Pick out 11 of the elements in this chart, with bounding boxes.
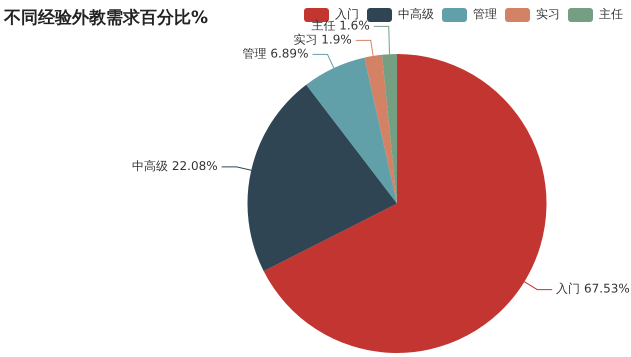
data-label: 入门 67.53%	[556, 282, 630, 296]
legend-label: 实习	[536, 7, 560, 22]
data-label: 实习 1.9%	[293, 32, 352, 47]
data-label: 管理 6.89%	[242, 46, 308, 61]
legend-label: 中高级	[398, 7, 434, 22]
legend-label: 管理	[473, 7, 497, 22]
legend-label: 入门	[335, 7, 359, 22]
data-label: 中高级 22.08%	[132, 159, 218, 174]
chart-title: 不同经验外教需求百分比%	[4, 7, 208, 29]
data-label: 主任 1.6%	[311, 18, 370, 33]
legend-label: 主任	[599, 7, 623, 22]
